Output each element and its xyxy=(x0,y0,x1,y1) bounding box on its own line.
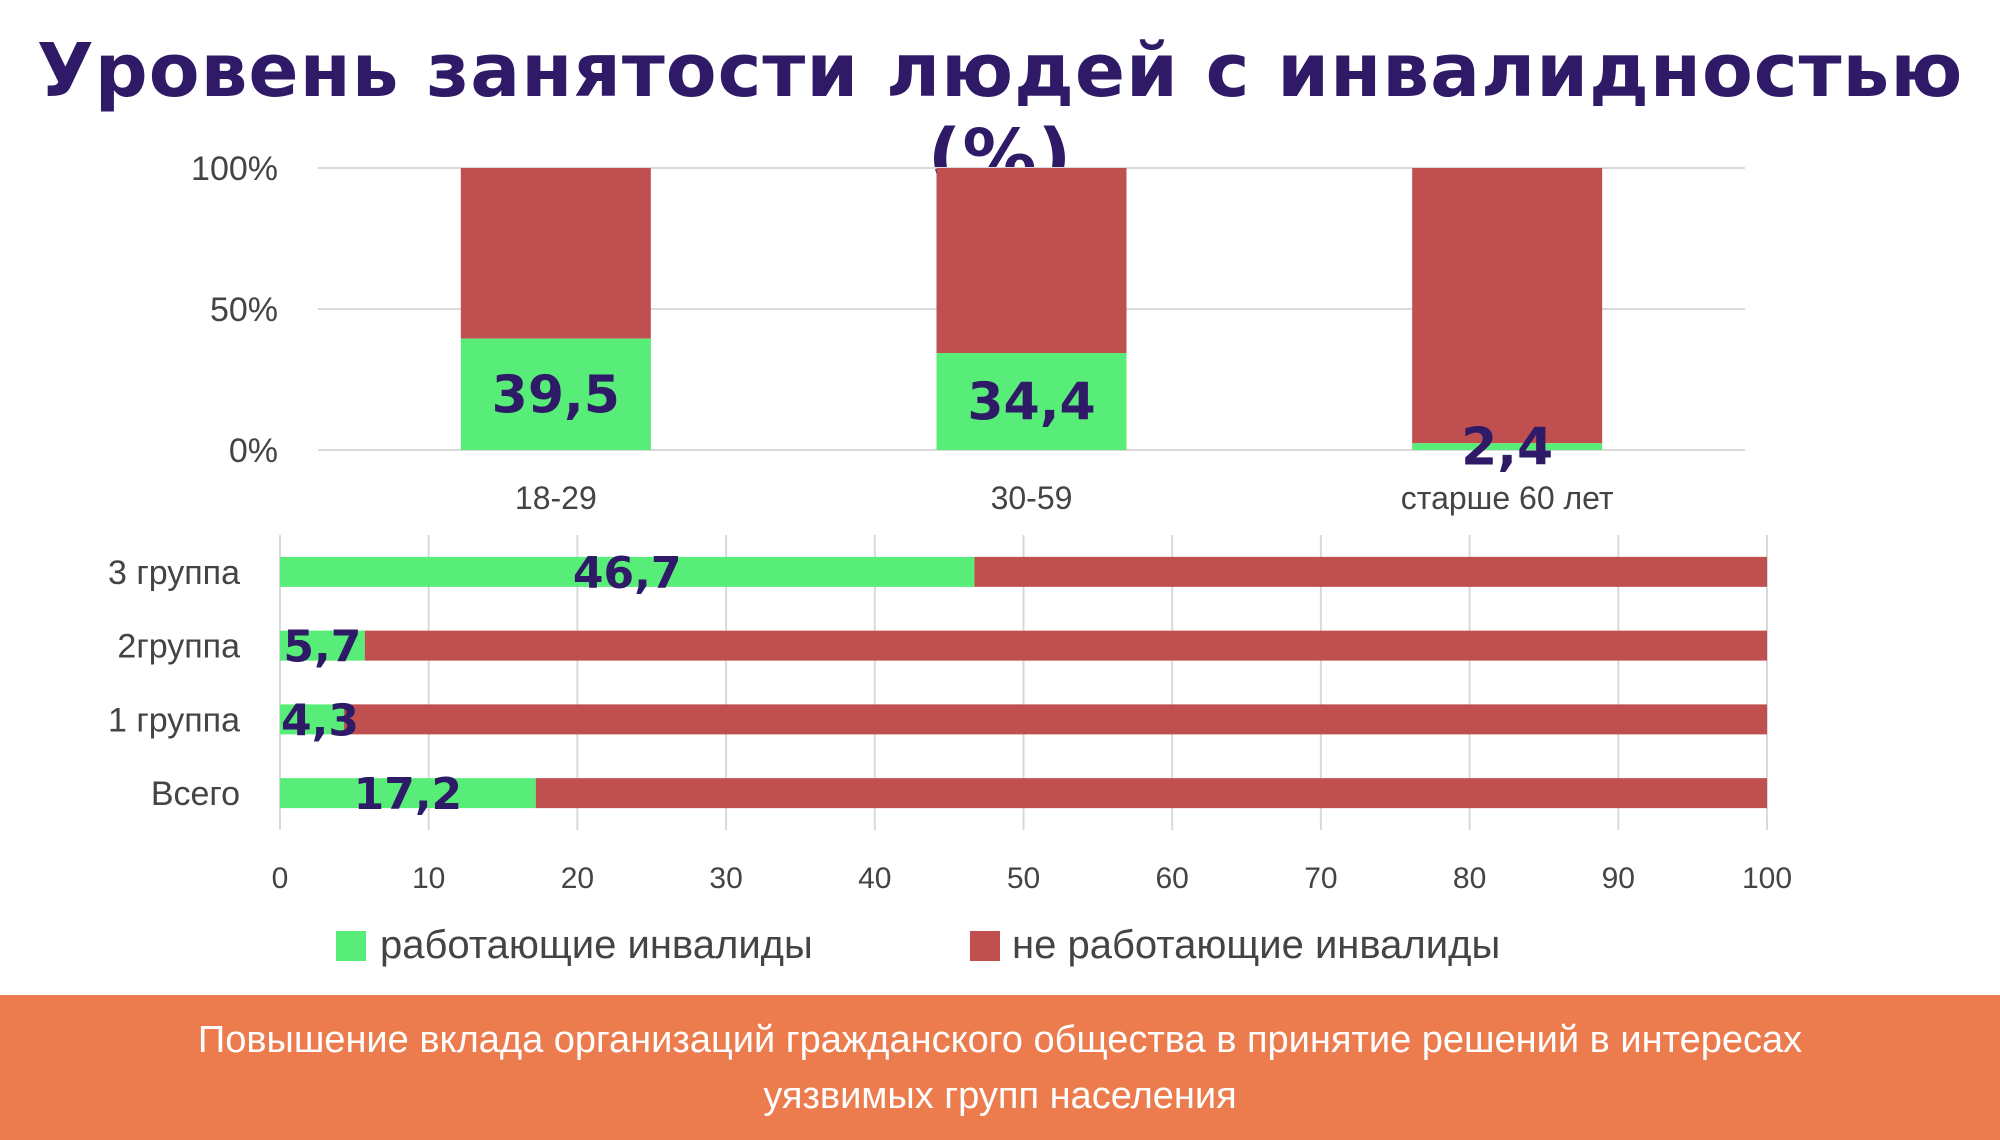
y-tick-label: 50% xyxy=(210,291,278,329)
x-category-label: старше 60 лет xyxy=(1401,480,1614,516)
bar-not-working xyxy=(535,778,1768,809)
x-tick-label: 40 xyxy=(858,862,891,895)
data-label: 17,2 xyxy=(354,769,463,820)
data-label: 2,4 xyxy=(1461,418,1553,478)
bar-not-working xyxy=(1412,168,1603,444)
x-tick-label: 80 xyxy=(1453,862,1486,895)
page-title: Уровень занятости людей с инвалидностью … xyxy=(36,28,1964,200)
x-tick-label: 30 xyxy=(709,862,742,895)
data-label: 34,4 xyxy=(967,372,1095,432)
bar-working xyxy=(936,352,1127,450)
x-tick-label: 0 xyxy=(272,862,289,895)
x-category-label: 30-59 xyxy=(991,480,1073,516)
bar-not-working xyxy=(343,704,1767,735)
bar-working xyxy=(280,778,536,809)
x-tick-label: 60 xyxy=(1156,862,1189,895)
x-tick-label: 20 xyxy=(561,862,594,895)
data-label: 46,7 xyxy=(573,548,682,599)
data-label: 4,3 xyxy=(281,695,359,746)
chart-legend: работающие инвалиды не работающие инвали… xyxy=(336,923,1500,967)
x-tick-label: 70 xyxy=(1304,862,1337,895)
legend-label-working: работающие инвалиды xyxy=(380,923,813,967)
y-tick-label: 100% xyxy=(191,150,278,188)
y-category-label: 2группа xyxy=(117,628,240,666)
x-tick-label: 90 xyxy=(1602,862,1635,895)
x-tick-label: 100 xyxy=(1742,862,1792,895)
x-tick-label: 10 xyxy=(412,862,445,895)
legend-swatch-not-working xyxy=(970,931,1000,961)
bar-not-working xyxy=(460,168,651,339)
data-label: 5,7 xyxy=(283,622,361,673)
bar-not-working xyxy=(364,630,1767,661)
legend-swatch-working xyxy=(336,931,366,961)
x-tick-label: 50 xyxy=(1007,862,1040,895)
x-category-label: 18-29 xyxy=(515,480,597,516)
bar-working xyxy=(460,338,651,450)
disability-group-chart: 0 10 20 30 40 50 60 70 80 90 100 46,7 3 группа 5,7 2гр… xyxy=(108,535,1792,895)
bar-working xyxy=(1412,443,1603,450)
bar-working xyxy=(280,630,365,661)
bar-not-working xyxy=(974,556,1767,587)
footer-banner: Повышение вклада организаций гражданског… xyxy=(0,995,2000,1140)
bar-working xyxy=(280,556,975,587)
y-category-label: 1 группа xyxy=(108,701,240,739)
bar-working xyxy=(280,704,344,735)
bar-not-working xyxy=(936,168,1127,353)
y-category-label: Всего xyxy=(151,775,240,813)
footer-text: Повышение вклада организаций гражданског… xyxy=(197,1018,1803,1117)
y-category-label: 3 группа xyxy=(108,554,240,592)
data-label: 39,5 xyxy=(492,365,620,425)
y-tick-label: 0% xyxy=(229,432,278,470)
legend-label-not-working: не работающие инвалиды xyxy=(1012,923,1500,967)
